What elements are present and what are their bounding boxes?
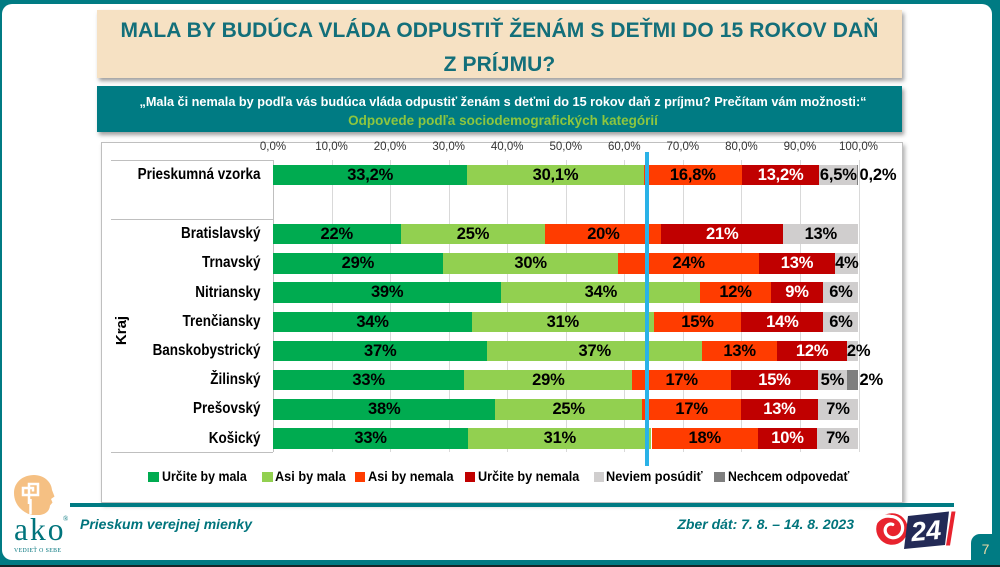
svg-text:ako: ako [14, 512, 65, 547]
svg-text:24: 24 [909, 515, 943, 548]
svg-text:®: ® [63, 515, 69, 523]
svg-text:VEDIEŤ O SEBE: VEDIEŤ O SEBE [14, 546, 61, 554]
